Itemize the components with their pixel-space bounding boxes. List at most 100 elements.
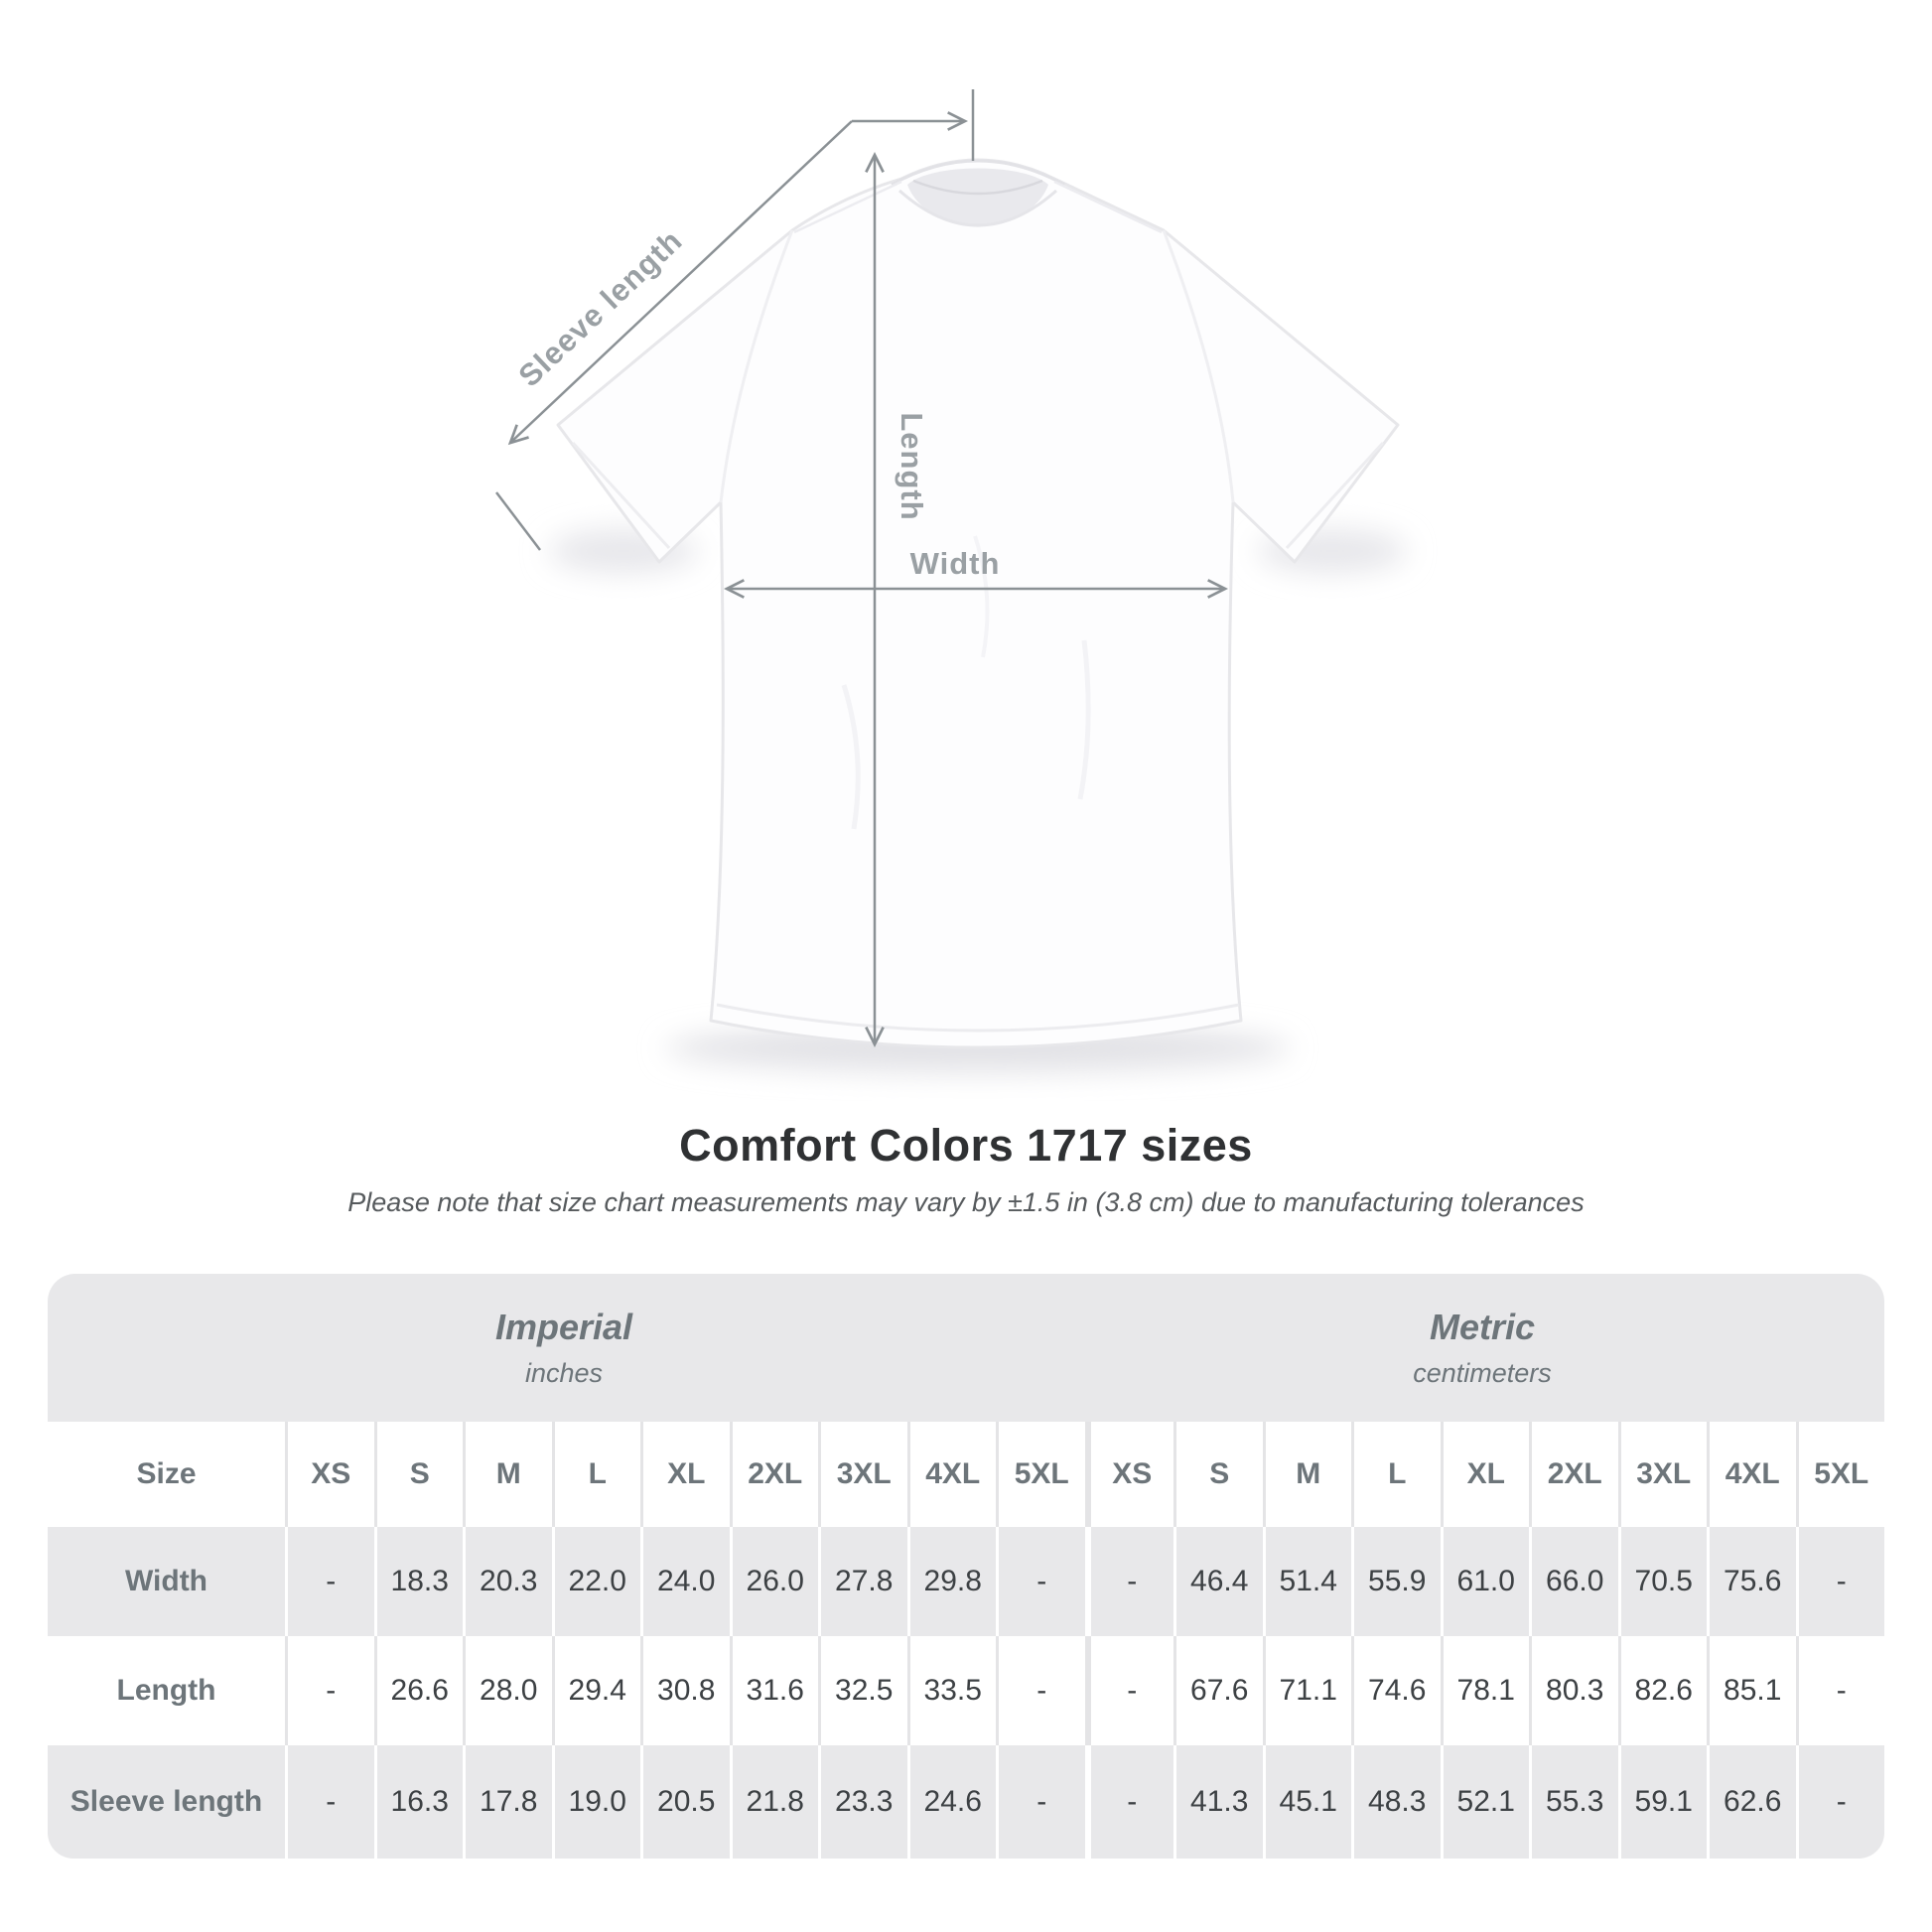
width-label: Width (910, 546, 1001, 581)
size-header-cell: Size (136, 1457, 197, 1490)
col-header-cell: 5XL (1795, 1422, 1885, 1527)
value-cell: 20.3 (463, 1527, 552, 1636)
table-row: Length -26.6 28.0 29.4 30.8 31.6 32.5 33.5- -67.… (48, 1636, 1884, 1745)
value-cell: 66.0 (1529, 1527, 1618, 1636)
value-cell: - (1795, 1745, 1885, 1859)
column-header-row: Size XS S M L XL 2XL 3XL 4XL 5XL XS S M L XL 2XL 3XL 4XL 5… (48, 1422, 1884, 1527)
value-cell: 24.6 (906, 1745, 997, 1859)
value-cell: 22.0 (551, 1527, 641, 1636)
value-cell: - (996, 1745, 1085, 1859)
value-cell: 41.3 (1173, 1745, 1263, 1859)
row-label-cell: Sleeve length (69, 1785, 263, 1818)
tshirt-diagram: Sleeve length Length Width (495, 89, 1407, 1072)
length-label: Length (895, 412, 929, 520)
value-cell: 26.0 (729, 1527, 819, 1636)
title-block: Comfort Colors 1717 sizes Please note th… (0, 1120, 1932, 1218)
value-cell: 26.6 (373, 1636, 464, 1745)
value-cell: 55.3 (1529, 1745, 1618, 1859)
col-header-cell: 2XL (729, 1422, 819, 1527)
table-row: Width -18.3 20.3 22.0 24.0 26.0 27.8 29.8- -46.4… (48, 1527, 1884, 1636)
col-header-cell: L (1351, 1422, 1441, 1527)
value-cell: - (285, 1527, 374, 1636)
value-cell: - (1084, 1636, 1174, 1745)
size-grid: Size XS S M L XL 2XL 3XL 4XL 5XL XS S M L XL 2XL 3XL 4XL 5… (48, 1422, 1884, 1859)
metric-sublabel: centimeters (1413, 1358, 1552, 1388)
col-header-cell: XS (285, 1422, 374, 1527)
value-cell: 62.6 (1707, 1745, 1796, 1859)
value-cell: 70.5 (1617, 1527, 1708, 1636)
value-cell: 29.8 (906, 1527, 997, 1636)
value-cell: 78.1 (1440, 1636, 1530, 1745)
value-cell: - (996, 1527, 1085, 1636)
col-header-cell: L (551, 1422, 641, 1527)
col-header-cell: 3XL (1617, 1422, 1708, 1527)
value-cell: 45.1 (1262, 1745, 1352, 1859)
value-cell: 71.1 (1262, 1636, 1352, 1745)
value-cell: - (1795, 1527, 1885, 1636)
value-cell: - (1084, 1745, 1174, 1859)
value-cell: 61.0 (1440, 1527, 1530, 1636)
col-header-cell: XS (1084, 1422, 1174, 1527)
col-header-cell: 3XL (818, 1422, 907, 1527)
value-cell: - (996, 1636, 1085, 1745)
value-cell: 51.4 (1262, 1527, 1352, 1636)
value-cell: - (1084, 1527, 1174, 1636)
value-cell: 85.1 (1707, 1636, 1796, 1745)
value-cell: 67.6 (1173, 1636, 1263, 1745)
col-header-cell: 4XL (906, 1422, 997, 1527)
imperial-sublabel: inches (524, 1358, 604, 1388)
metric-label: Metric (1429, 1307, 1536, 1347)
col-header-cell: M (463, 1422, 552, 1527)
value-cell: 27.8 (818, 1527, 907, 1636)
value-cell: 74.6 (1351, 1636, 1441, 1745)
value-cell: 33.5 (906, 1636, 997, 1745)
value-cell: 23.3 (818, 1745, 907, 1859)
value-cell: 29.4 (551, 1636, 641, 1745)
value-cell: - (285, 1636, 374, 1745)
col-header-cell: M (1262, 1422, 1352, 1527)
col-header-cell: 2XL (1529, 1422, 1618, 1527)
table-row: Sleeve length -16.3 17.8 19.0 20.5 21.8 23.3 24… (48, 1745, 1884, 1859)
value-cell: 48.3 (1351, 1745, 1441, 1859)
col-header-cell: S (373, 1422, 464, 1527)
value-cell: 46.4 (1173, 1527, 1263, 1636)
sleeve-arrow-diagonal (507, 120, 853, 446)
size-table: Imperial inches Metric centimeters Size X… (48, 1274, 1884, 1859)
value-cell: 80.3 (1529, 1636, 1618, 1745)
dimension-lines (495, 89, 1229, 1048)
unit-header-band: Imperial inches Metric centimeters (48, 1274, 1884, 1422)
value-cell: 24.0 (640, 1527, 730, 1636)
unit-header-metric: Metric centimeters (1080, 1274, 1884, 1422)
col-header-cell: 5XL (996, 1422, 1085, 1527)
col-header-cell: XL (640, 1422, 730, 1527)
col-header-cell: XL (1440, 1422, 1530, 1527)
collar-opening (907, 168, 1048, 225)
value-cell: 52.1 (1440, 1745, 1530, 1859)
value-cell: 31.6 (729, 1636, 819, 1745)
tshirt-illustration (556, 158, 1400, 1049)
value-cell: 20.5 (640, 1745, 730, 1859)
imperial-label: Imperial (494, 1307, 633, 1347)
value-cell: 19.0 (551, 1745, 641, 1859)
value-cell: 82.6 (1617, 1636, 1708, 1745)
value-cell: 59.1 (1617, 1745, 1708, 1859)
row-label-cell: Length (116, 1674, 216, 1707)
page-subtitle: Please note that size chart measurements… (347, 1187, 1585, 1217)
sleeve-end-tick (495, 491, 541, 551)
value-cell: 55.9 (1351, 1527, 1441, 1636)
page-title: Comfort Colors 1717 sizes (679, 1120, 1253, 1171)
col-header-cell: S (1173, 1422, 1263, 1527)
value-cell: 21.8 (729, 1745, 819, 1859)
value-cell: 32.5 (818, 1636, 907, 1745)
value-cell: 16.3 (373, 1745, 464, 1859)
value-cell: 28.0 (463, 1636, 552, 1745)
value-cell: 17.8 (463, 1745, 552, 1859)
value-cell: - (285, 1745, 374, 1859)
row-label-cell: Width (124, 1565, 208, 1597)
value-cell: 18.3 (373, 1527, 464, 1636)
value-cell: 30.8 (640, 1636, 730, 1745)
value-cell: 75.6 (1707, 1527, 1796, 1636)
value-cell: - (1795, 1636, 1885, 1745)
col-header-cell: 4XL (1707, 1422, 1796, 1527)
unit-header-imperial: Imperial inches (48, 1274, 1080, 1422)
